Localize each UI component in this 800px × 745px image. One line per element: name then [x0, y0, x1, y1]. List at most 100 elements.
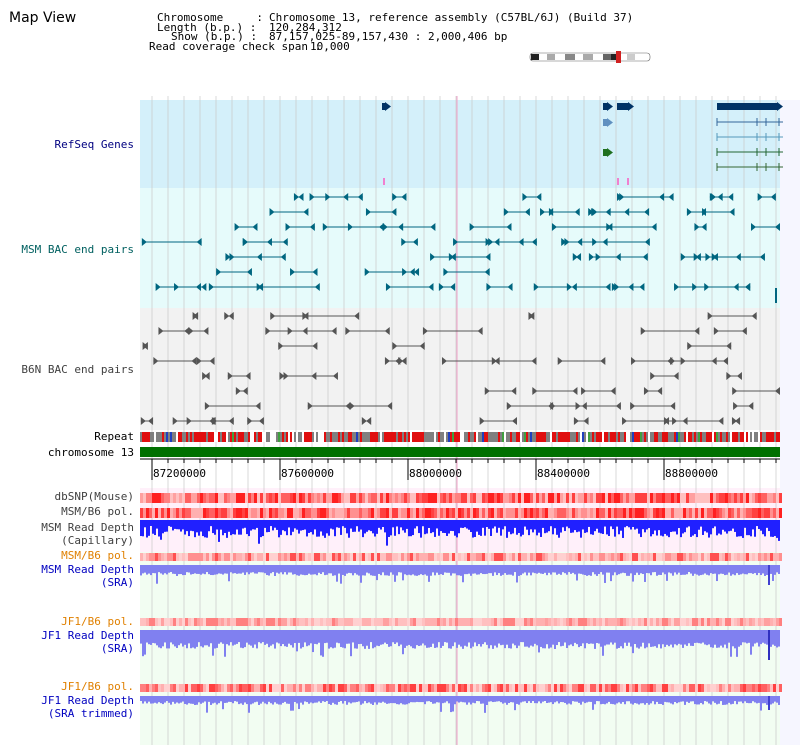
bac-end-marker[interactable] — [278, 342, 284, 350]
gene-arrow[interactable] — [777, 102, 783, 111]
bac-end-marker[interactable] — [575, 402, 581, 410]
bac-end-marker[interactable] — [701, 208, 707, 216]
bac-end-marker[interactable] — [667, 357, 673, 365]
bac-end-marker[interactable] — [680, 357, 686, 365]
bac-end-marker[interactable] — [488, 238, 494, 246]
bac-end-marker[interactable] — [282, 238, 288, 246]
bac-end-marker[interactable] — [506, 402, 512, 410]
bac-end-marker[interactable] — [345, 402, 351, 410]
bac-end-marker[interactable] — [409, 268, 415, 276]
bac-end-marker[interactable] — [741, 327, 747, 335]
track-label-msm-bac[interactable]: MSM BAC end pairs — [21, 243, 134, 256]
bac-end-marker[interactable] — [775, 223, 780, 231]
bac-end-marker[interactable] — [630, 402, 636, 410]
bac-end-marker[interactable] — [325, 193, 331, 201]
gene-arrow[interactable] — [385, 102, 391, 111]
bac-end-marker[interactable] — [252, 223, 258, 231]
bac-end-marker[interactable] — [571, 283, 577, 291]
bac-end-marker[interactable] — [191, 357, 197, 365]
bac-end-marker[interactable] — [309, 223, 315, 231]
bac-end-marker[interactable] — [745, 283, 751, 291]
track-label-msm-b6-pol-2[interactable]: MSM/B6 pol. — [61, 549, 134, 562]
bac-end-marker[interactable] — [477, 327, 483, 335]
bac-end-marker[interactable] — [642, 253, 648, 261]
bac-end-marker[interactable] — [736, 372, 742, 380]
bac-end-marker[interactable] — [644, 208, 650, 216]
bac-end-marker[interactable] — [485, 253, 491, 261]
bac-end-marker[interactable] — [694, 223, 700, 231]
bac-end-marker[interactable] — [748, 402, 754, 410]
bac-end-marker[interactable] — [704, 283, 710, 291]
bac-end-marker[interactable] — [365, 208, 371, 216]
bac-end-marker[interactable] — [532, 387, 538, 395]
bac-end-marker[interactable] — [524, 208, 530, 216]
bac-end-marker[interactable] — [209, 357, 215, 365]
bac-end-marker[interactable] — [484, 268, 490, 276]
bac-end-marker[interactable] — [438, 283, 444, 291]
bac-end-marker[interactable] — [155, 283, 161, 291]
bac-end-marker[interactable] — [392, 193, 398, 201]
bac-end-marker[interactable] — [717, 193, 723, 201]
bac-end-marker[interactable] — [422, 327, 428, 335]
bac-end-marker[interactable] — [298, 193, 304, 201]
bac-end-marker[interactable] — [576, 253, 582, 261]
bac-end-marker[interactable] — [775, 387, 780, 395]
bac-end-marker[interactable] — [184, 327, 190, 335]
bac-end-marker[interactable] — [639, 283, 645, 291]
bac-end-marker[interactable] — [484, 387, 490, 395]
bac-end-marker[interactable] — [529, 312, 535, 320]
bac-end-marker[interactable] — [227, 372, 233, 380]
bac-end-marker[interactable] — [354, 312, 360, 320]
bac-end-marker[interactable] — [203, 327, 209, 335]
bac-end-marker[interactable] — [631, 357, 637, 365]
bac-end-marker[interactable] — [605, 283, 611, 291]
bac-end-marker[interactable] — [605, 208, 611, 216]
track-label-msm-b6-pol-1[interactable]: MSM/B6 pol. — [61, 505, 134, 518]
gene-arrow[interactable] — [607, 148, 613, 157]
bac-end-marker[interactable] — [204, 372, 210, 380]
bac-end-marker[interactable] — [265, 327, 271, 335]
bac-end-marker[interactable] — [494, 357, 500, 365]
bac-end-marker[interactable] — [486, 283, 492, 291]
bac-end-marker[interactable] — [668, 193, 674, 201]
bac-end-marker[interactable] — [615, 402, 621, 410]
bac-end-marker[interactable] — [573, 417, 579, 425]
bac-end-marker[interactable] — [673, 372, 679, 380]
bac-end-marker[interactable] — [572, 387, 578, 395]
gene-feature[interactable] — [717, 103, 777, 110]
bac-end-marker[interactable] — [511, 387, 517, 395]
bac-end-marker[interactable] — [732, 387, 738, 395]
track-label-dbsnp[interactable]: dbSNP(Mouse) — [54, 490, 134, 503]
bac-end-marker[interactable] — [592, 238, 598, 246]
bac-end-marker[interactable] — [701, 223, 707, 231]
bac-end-marker[interactable] — [619, 193, 625, 201]
bac-end-marker[interactable] — [503, 208, 509, 216]
bac-end-marker[interactable] — [664, 417, 670, 425]
bac-end-marker[interactable] — [193, 312, 199, 320]
bac-end-marker[interactable] — [270, 312, 276, 320]
bac-end-marker[interactable] — [332, 372, 338, 380]
bac-end-marker[interactable] — [548, 208, 554, 216]
gene-arrow[interactable] — [607, 118, 613, 127]
bac-end-marker[interactable] — [728, 193, 734, 201]
bac-end-marker[interactable] — [322, 223, 328, 231]
bac-end-marker[interactable] — [158, 327, 164, 335]
bac-end-marker[interactable] — [242, 238, 248, 246]
bac-end-marker[interactable] — [414, 268, 420, 276]
bac-end-marker[interactable] — [750, 223, 756, 231]
bac-end-marker[interactable] — [312, 342, 318, 350]
bac-end-marker[interactable] — [293, 193, 299, 201]
bac-end-marker[interactable] — [600, 357, 606, 365]
bac-end-marker[interactable] — [687, 342, 693, 350]
bac-end-marker[interactable] — [533, 283, 539, 291]
bac-end-marker[interactable] — [234, 223, 240, 231]
bac-end-marker[interactable] — [670, 402, 676, 410]
bac-end-marker[interactable] — [583, 417, 589, 425]
bac-end-marker[interactable] — [485, 238, 491, 246]
bac-end-marker[interactable] — [172, 417, 178, 425]
bac-end-marker[interactable] — [142, 342, 148, 350]
bac-end-marker[interactable] — [709, 193, 715, 201]
bac-end-marker[interactable] — [311, 372, 317, 380]
bac-end-marker[interactable] — [141, 238, 147, 246]
